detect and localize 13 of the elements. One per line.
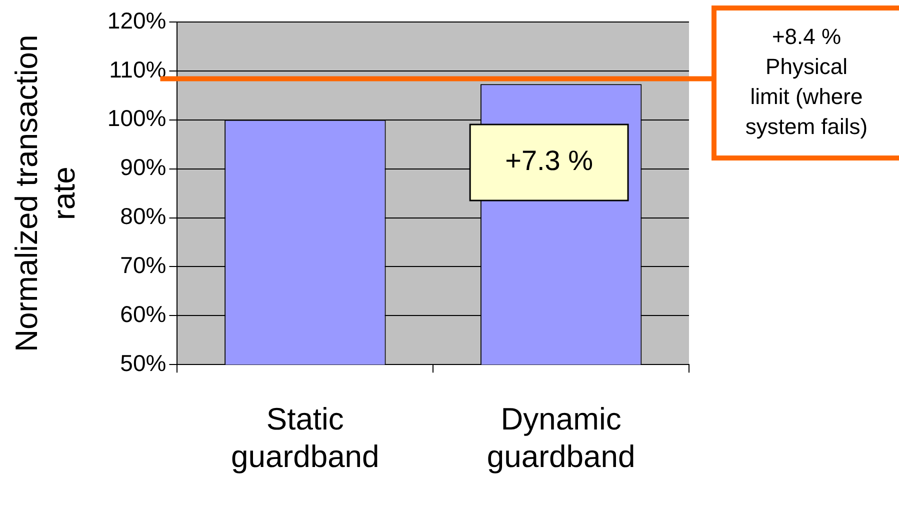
annotation: +7.3 % [505,145,594,176]
y-axis-title: Normalized transaction rate [9,34,82,352]
ref-line-label: +8.4 % Physical limit (where system fails) [745,24,868,140]
y-tick-label: 50% [120,350,166,376]
y-tick-label: 110% [109,56,166,82]
x-tick-label: Static guardband [231,402,380,474]
y-tick-label: 100% [107,105,166,132]
x-tick-label: Dynamic guardband [486,402,636,474]
y-tick-label: 60% [120,301,166,327]
y-tick-label: 80% [120,203,166,230]
y-tick-label: 70% [120,252,166,278]
y-tick-label: 120% [107,7,166,34]
y-tick-label: 90% [120,154,166,180]
